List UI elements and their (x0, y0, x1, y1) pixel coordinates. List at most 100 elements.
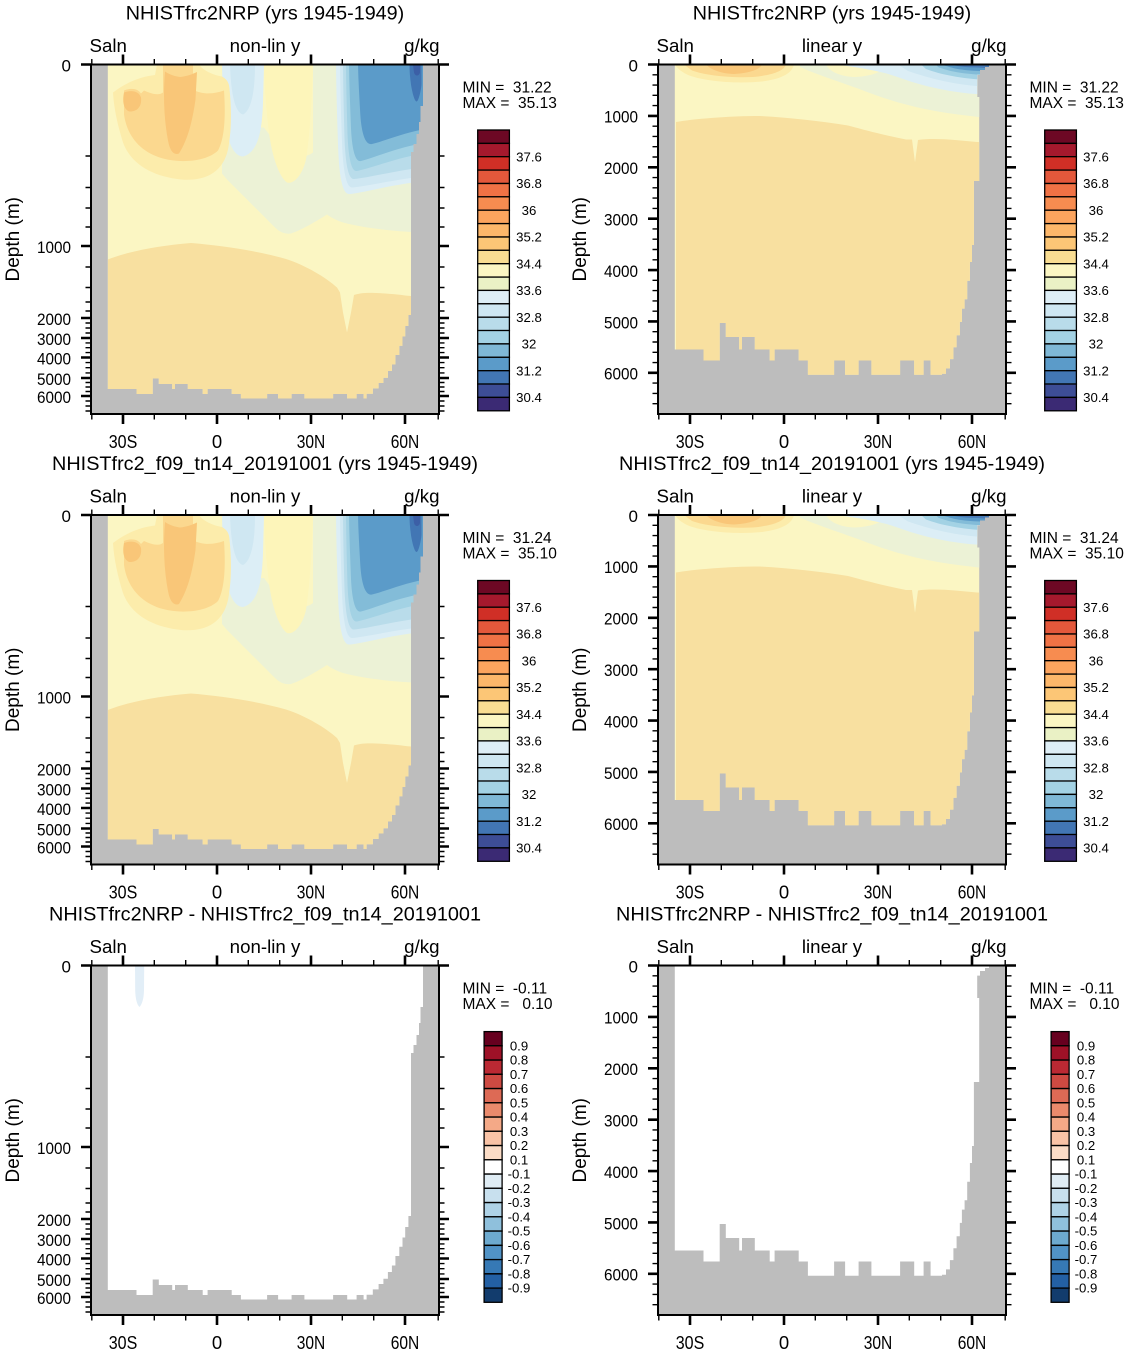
svg-text:6000: 6000 (37, 838, 71, 857)
svg-text:MAX = 35.10: MAX = 35.10 (463, 545, 558, 562)
svg-text:30N: 30N (864, 882, 893, 903)
svg-text:30S: 30S (676, 1332, 705, 1353)
svg-text:MIN = -0.11: MIN = -0.11 (463, 980, 548, 997)
svg-text:33.6: 33.6 (516, 283, 542, 298)
svg-text:0: 0 (62, 957, 71, 976)
svg-text:37.6: 37.6 (1083, 600, 1109, 615)
svg-text:36: 36 (1089, 653, 1104, 668)
svg-text:1000: 1000 (604, 558, 638, 577)
svg-text:Saln: Saln (90, 485, 127, 506)
svg-text:Saln: Saln (657, 936, 694, 957)
svg-text:linear y: linear y (802, 35, 863, 56)
svg-text:6000: 6000 (604, 1266, 638, 1285)
svg-text:0.5: 0.5 (510, 1095, 528, 1110)
svg-text:0: 0 (212, 431, 222, 452)
svg-text:-0.7: -0.7 (508, 1252, 531, 1267)
svg-text:5000: 5000 (37, 1271, 71, 1290)
svg-text:g/kg: g/kg (971, 936, 1006, 957)
svg-text:6000: 6000 (37, 1289, 71, 1308)
svg-text:0.1: 0.1 (1077, 1152, 1095, 1167)
svg-text:35.2: 35.2 (1083, 230, 1109, 245)
svg-text:MIN = 31.24: MIN = 31.24 (1030, 530, 1120, 547)
svg-text:35.2: 35.2 (516, 230, 542, 245)
svg-text:5000: 5000 (37, 370, 71, 389)
svg-text:32.8: 32.8 (516, 760, 542, 775)
svg-text:34.4: 34.4 (516, 707, 542, 722)
svg-text:0: 0 (212, 882, 222, 903)
svg-text:31.2: 31.2 (516, 814, 542, 829)
svg-text:Depth (m): Depth (m) (570, 197, 591, 281)
svg-text:0: 0 (629, 56, 638, 75)
svg-text:33.6: 33.6 (1083, 734, 1109, 749)
svg-text:30.4: 30.4 (516, 390, 542, 405)
svg-text:MAX = 35.13: MAX = 35.13 (463, 95, 557, 112)
svg-text:30S: 30S (109, 431, 138, 452)
svg-text:MAX = 0.10: MAX = 0.10 (463, 996, 553, 1013)
svg-text:-0.2: -0.2 (508, 1181, 531, 1196)
svg-text:5000: 5000 (604, 1214, 638, 1233)
svg-text:31.2: 31.2 (516, 363, 542, 378)
svg-text:0.4: 0.4 (1077, 1110, 1095, 1125)
svg-text:4000: 4000 (604, 712, 638, 731)
svg-text:30S: 30S (109, 1332, 138, 1353)
svg-text:0.9: 0.9 (1077, 1038, 1095, 1053)
svg-text:NHISTfrc2NRP (yrs 1945-1949): NHISTfrc2NRP (yrs 1945-1949) (126, 4, 405, 25)
svg-text:6000: 6000 (604, 365, 638, 384)
svg-text:-0.9: -0.9 (1075, 1281, 1098, 1296)
svg-text:4000: 4000 (37, 349, 71, 368)
svg-text:0.9: 0.9 (510, 1038, 528, 1053)
svg-text:linear y: linear y (802, 485, 863, 506)
svg-text:-0.8: -0.8 (1075, 1267, 1098, 1282)
svg-text:0.8: 0.8 (1077, 1053, 1095, 1068)
svg-text:0.6: 0.6 (1077, 1081, 1095, 1096)
svg-text:34.4: 34.4 (1083, 707, 1109, 722)
svg-text:37.6: 37.6 (1083, 149, 1109, 164)
svg-text:1000: 1000 (604, 1009, 638, 1028)
svg-text:6000: 6000 (37, 388, 71, 407)
svg-text:4000: 4000 (37, 800, 71, 819)
svg-text:Depth (m): Depth (m) (570, 648, 591, 732)
svg-text:3000: 3000 (604, 1112, 638, 1131)
svg-text:5000: 5000 (604, 313, 638, 332)
svg-text:33.6: 33.6 (516, 734, 542, 749)
svg-text:-0.6: -0.6 (1075, 1238, 1098, 1253)
svg-text:0.8: 0.8 (510, 1053, 528, 1068)
svg-text:60N: 60N (958, 1332, 987, 1353)
svg-text:4000: 4000 (604, 1163, 638, 1182)
svg-text:37.6: 37.6 (516, 149, 542, 164)
svg-text:60N: 60N (958, 431, 987, 452)
svg-text:2000: 2000 (37, 760, 71, 779)
svg-text:0: 0 (779, 882, 789, 903)
svg-text:37.6: 37.6 (516, 600, 542, 615)
svg-text:36: 36 (1089, 203, 1104, 218)
svg-text:35.2: 35.2 (516, 680, 542, 695)
svg-text:NHISTfrc2_f09_tn14_20191001 (y: NHISTfrc2_f09_tn14_20191001 (yrs 1945-19… (619, 454, 1045, 475)
svg-text:30.4: 30.4 (1083, 841, 1109, 856)
svg-text:Depth (m): Depth (m) (570, 1098, 591, 1182)
svg-text:0.4: 0.4 (510, 1110, 528, 1125)
svg-text:non-lin y: non-lin y (230, 485, 301, 506)
svg-text:31.2: 31.2 (1083, 363, 1109, 378)
svg-text:0.7: 0.7 (510, 1067, 528, 1082)
svg-text:-0.3: -0.3 (508, 1195, 531, 1210)
svg-text:Depth (m): Depth (m) (3, 197, 24, 281)
svg-text:0.3: 0.3 (510, 1124, 528, 1139)
svg-text:1000: 1000 (37, 1139, 71, 1158)
svg-text:NHISTfrc2_f09_tn14_20191001 (y: NHISTfrc2_f09_tn14_20191001 (yrs 1945-19… (52, 454, 478, 475)
svg-text:-0.2: -0.2 (1075, 1181, 1098, 1196)
svg-text:32.8: 32.8 (1083, 760, 1109, 775)
svg-text:-0.9: -0.9 (508, 1281, 531, 1296)
svg-text:0.2: 0.2 (1077, 1138, 1095, 1153)
svg-text:MIN = 31.22: MIN = 31.22 (1030, 79, 1119, 96)
svg-text:32.8: 32.8 (1083, 310, 1109, 325)
svg-text:30N: 30N (864, 1332, 893, 1353)
svg-text:Saln: Saln (657, 35, 694, 56)
svg-text:-0.4: -0.4 (1075, 1209, 1098, 1224)
svg-text:Saln: Saln (90, 936, 127, 957)
svg-text:0.1: 0.1 (510, 1152, 528, 1167)
svg-text:Saln: Saln (90, 35, 127, 56)
svg-text:30.4: 30.4 (1083, 390, 1109, 405)
svg-text:g/kg: g/kg (404, 936, 439, 957)
svg-text:g/kg: g/kg (404, 485, 439, 506)
svg-text:0: 0 (629, 507, 638, 526)
